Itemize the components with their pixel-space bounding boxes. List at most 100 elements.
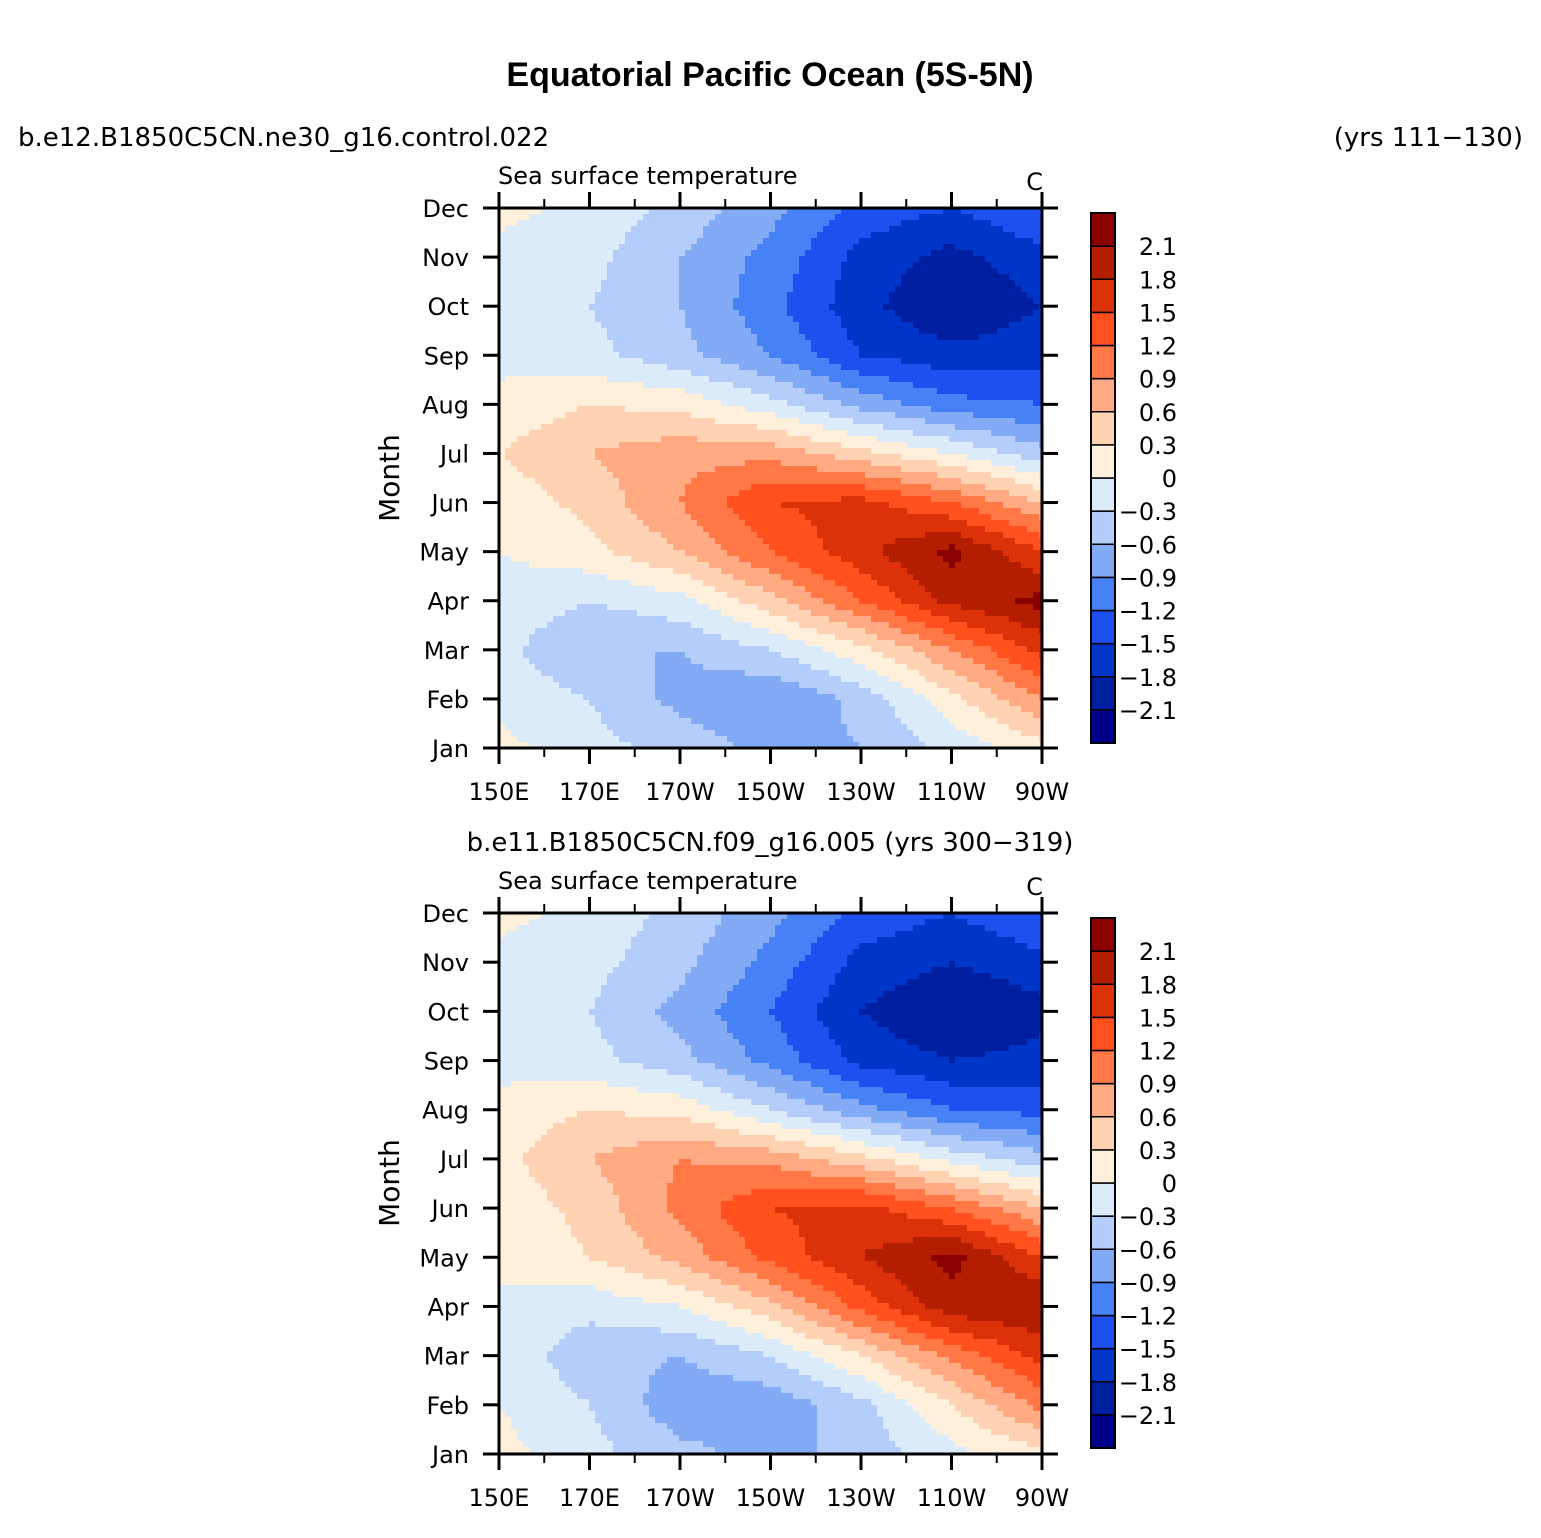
colorbar-label: 0.3	[1139, 432, 1177, 460]
panel-1-units: C	[1026, 168, 1043, 196]
colorbar-label: 1.5	[1139, 1004, 1177, 1032]
colorbar-label: −1.2	[1119, 598, 1177, 626]
colorbar-label: 0	[1162, 1170, 1177, 1198]
colorbar-label: 1.2	[1139, 333, 1177, 361]
colorbar-box	[1090, 311, 1116, 347]
panel-2-ylabel: Month	[373, 1139, 406, 1227]
colorbar-box	[1090, 377, 1116, 413]
ytick-label: Mar	[424, 637, 469, 665]
ytick-label: Jun	[430, 490, 470, 518]
colorbar-box	[1090, 411, 1116, 446]
colorbar-box	[1090, 1281, 1116, 1317]
colorbar-box	[1090, 917, 1116, 952]
panel-1-ylabel: Month	[373, 434, 406, 522]
colorbar-label: 0.9	[1139, 366, 1177, 394]
colorbar-box	[1090, 212, 1116, 247]
colorbar-box	[1090, 1049, 1116, 1085]
colorbar-box	[1090, 245, 1116, 280]
ytick-label: Jul	[438, 1146, 469, 1174]
ytick-label: Apr	[427, 588, 469, 616]
xtick-label: 110W	[917, 1484, 987, 1512]
ytick-label: Sep	[424, 1048, 469, 1076]
colorbar-label: 1.5	[1139, 299, 1177, 327]
ytick-label: Sep	[424, 342, 469, 370]
colorbar-box	[1090, 983, 1116, 1019]
colorbar-label: −2.1	[1119, 697, 1177, 725]
ytick-label: Oct	[428, 998, 470, 1026]
colorbar-label: −0.6	[1119, 531, 1177, 559]
colorbar-box	[1090, 1082, 1116, 1118]
colorbar-label: −0.9	[1119, 1269, 1177, 1297]
ytick-label: Feb	[427, 1392, 470, 1420]
colorbar-box	[1090, 1314, 1116, 1350]
colorbar-label: 2.1	[1139, 233, 1177, 261]
colorbar-box	[1090, 1414, 1116, 1449]
colorbar-box	[1090, 1116, 1116, 1151]
panel-2: Sea surface temperature C Month Jan Feb Ma…	[373, 867, 1177, 1512]
panel-2-units: C	[1026, 873, 1043, 901]
ytick-label: May	[419, 539, 469, 567]
ytick-label: Oct	[428, 293, 470, 321]
panel-2-title: Sea surface temperature	[498, 867, 798, 895]
ytick-label: Jan	[430, 1441, 469, 1469]
colorbar-label: 0.6	[1139, 1104, 1177, 1132]
colorbar-label: 0.6	[1139, 399, 1177, 427]
colorbar-box	[1090, 1248, 1116, 1284]
ytick-label: May	[419, 1244, 469, 1272]
colorbar-box	[1090, 543, 1116, 579]
colorbar-label: −0.6	[1119, 1236, 1177, 1264]
colorbar-box	[1090, 576, 1116, 612]
colorbar-box	[1090, 510, 1116, 545]
panel-1-field	[499, 208, 1042, 748]
colorbar-label: −0.3	[1119, 1203, 1177, 1231]
ytick-label: Mar	[424, 1343, 469, 1371]
case2-label: b.e11.B1850C5CN.f09_g16.005 (yrs 300−319…	[467, 828, 1074, 858]
ytick-label: Dec	[423, 195, 469, 223]
panel-1: Sea surface temperature C Month Jan Feb Ma…	[373, 162, 1177, 806]
xtick-label: 170E	[559, 778, 620, 806]
colorbar-box	[1090, 1347, 1116, 1383]
main-title: Equatorial Pacific Ocean (5S-5N)	[506, 56, 1033, 94]
colorbar-label: −0.3	[1119, 498, 1177, 526]
xtick-label: 150E	[469, 1484, 530, 1512]
colorbar-box	[1090, 1215, 1116, 1250]
ytick-label: Feb	[427, 686, 470, 714]
xtick-label: 110W	[917, 778, 987, 806]
colorbar-box	[1090, 1182, 1116, 1217]
xtick-label: 150W	[736, 1484, 806, 1512]
colorbar-label: 1.8	[1139, 971, 1177, 999]
colorbar-box	[1090, 1381, 1116, 1416]
xtick-label: 90W	[1015, 778, 1069, 806]
case1-label: b.e12.B1850C5CN.ne30_g16.control.022	[18, 123, 549, 153]
ytick-label: Aug	[422, 391, 469, 419]
colorbar-box	[1090, 1016, 1116, 1052]
colorbar-label: 0	[1162, 465, 1177, 493]
colorbar-box	[1090, 344, 1116, 380]
xtick-label: 130W	[826, 1484, 896, 1512]
xtick-label: 150E	[469, 778, 530, 806]
colorbar-label: −1.2	[1119, 1303, 1177, 1331]
colorbar-box	[1090, 950, 1116, 985]
colorbar-label: 0.3	[1139, 1137, 1177, 1165]
colorbar-label: −1.5	[1119, 631, 1177, 659]
colorbar-box	[1090, 676, 1116, 711]
ytick-label: Dec	[423, 900, 469, 928]
panel-2-field	[499, 913, 1042, 1454]
xtick-label: 170W	[645, 1484, 715, 1512]
colorbar-box	[1090, 642, 1116, 678]
colorbar-box	[1090, 1149, 1116, 1184]
colorbar-box	[1090, 444, 1116, 479]
colorbar-label: −1.8	[1119, 1369, 1177, 1397]
colorbar-label: 0.9	[1139, 1071, 1177, 1099]
ytick-label: Jul	[438, 440, 469, 468]
colorbar-box	[1090, 709, 1116, 744]
colorbar-frame	[1090, 917, 1116, 1449]
colorbar-label: −1.8	[1119, 664, 1177, 692]
ytick-label: Apr	[427, 1293, 469, 1321]
colorbar-label: −0.9	[1119, 564, 1177, 592]
colorbar-label: −2.1	[1119, 1402, 1177, 1430]
colorbar-label: −1.5	[1119, 1336, 1177, 1364]
colorbar-label: 1.8	[1139, 266, 1177, 294]
colorbar-box	[1090, 609, 1116, 645]
